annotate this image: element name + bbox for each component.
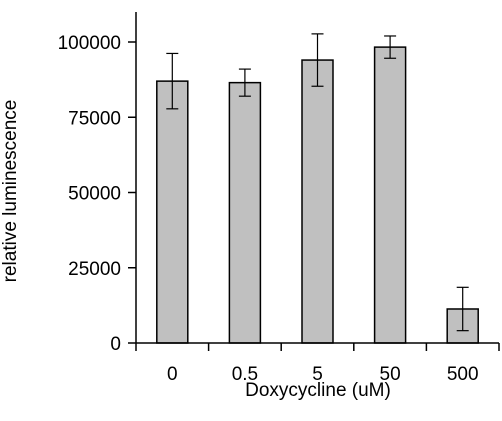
bar-2 [301, 59, 334, 344]
error-bars [166, 33, 469, 332]
x-axis-title: Doxycycline (uM) [245, 380, 391, 401]
x-tick-label-3: 50 [380, 364, 401, 385]
bars [156, 46, 479, 344]
error-bar-0 [166, 52, 179, 110]
x-tick-label-4: 500 [447, 364, 479, 385]
x-tick-label-1: 0.5 [232, 364, 258, 385]
error-bar-1 [238, 68, 251, 97]
bar-3 [373, 46, 407, 344]
y-tick-label-3: 75000 [68, 108, 121, 129]
y-tick-label-1: 25000 [68, 259, 121, 280]
y-tick-label-4: 100000 [58, 33, 121, 54]
error-bar-4 [456, 286, 469, 332]
y-tick-label-0: 0 [110, 334, 121, 355]
x-tick-label-2: 5 [312, 364, 323, 385]
axes [128, 12, 500, 351]
y-axis-title: relative luminescence [0, 100, 21, 283]
bar-0 [156, 80, 189, 344]
error-bar-3 [384, 35, 397, 59]
tick-labels: 0 0.5 5 50 500 0 25000 50000 75000 100000 [58, 33, 479, 385]
error-bar-2 [311, 33, 324, 87]
bar-1 [228, 81, 262, 344]
y-tick-label-2: 50000 [68, 184, 121, 205]
x-tick-label-0: 0 [167, 364, 178, 385]
